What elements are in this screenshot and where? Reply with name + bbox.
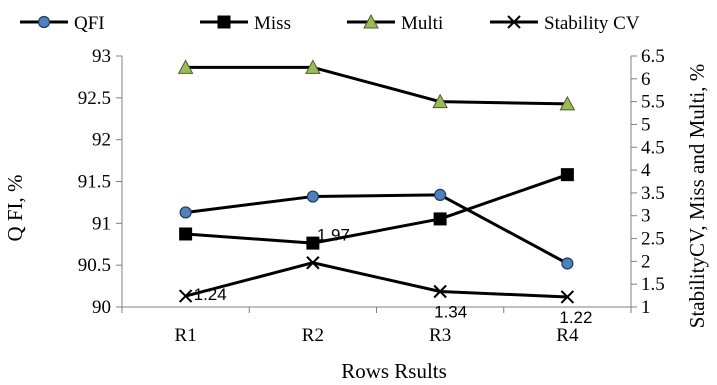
legend-marker-qfi — [37, 15, 51, 29]
legend-label-miss: Miss — [254, 13, 291, 34]
right-tick-label: 5 — [641, 114, 651, 135]
data-point-miss — [306, 236, 320, 250]
series-line-multi — [185, 65, 568, 106]
data-label-stability-cv: 1.97 — [317, 226, 350, 245]
data-point-stability-cv-stroke — [433, 284, 447, 299]
left-tick-label: 92.5 — [78, 88, 111, 109]
data-point-multi — [432, 93, 448, 109]
right-tick-label: 5.5 — [641, 92, 665, 113]
data-point-stability-cv-stroke — [178, 289, 193, 303]
series-miss — [179, 168, 574, 250]
data-point-qfi — [306, 190, 319, 203]
legend-item-stability-cv: Stability CV — [490, 13, 640, 34]
x-axis-title: Rows Rsults — [341, 359, 447, 383]
series-layer: 1.24 1.97 1.34 1.22 — [177, 59, 592, 327]
data-point-stability-cv — [306, 256, 320, 270]
right-tick-label: 4 — [641, 160, 651, 181]
data-point-stability-cv — [433, 284, 447, 299]
x-tick-label: R3 — [429, 325, 451, 346]
x-tick-label: R1 — [175, 325, 197, 346]
data-point-multi — [559, 95, 576, 111]
legend-label-multi: Multi — [401, 13, 443, 34]
legend-marker-multi — [363, 13, 379, 29]
data-point-qfi — [434, 188, 447, 201]
legend-marker-stability-cv-stroke — [507, 15, 521, 29]
data-point-qfi — [179, 206, 192, 219]
series-stability-cv: 1.24 1.97 1.34 1.22 — [178, 226, 592, 327]
right-tick-label: 1.5 — [641, 274, 665, 295]
left-axis-ticks: 90 90.5 91 91.5 92 92.5 93 — [78, 46, 122, 318]
right-tick-label: 2.5 — [641, 229, 665, 250]
right-axis-title: StabilityCV, Miss and Multi, % — [685, 64, 709, 328]
left-tick-label: 92 — [92, 130, 111, 151]
data-point-stability-cv-stroke — [560, 290, 575, 304]
right-tick-label: 3.5 — [641, 183, 665, 204]
axes — [121, 56, 632, 308]
legend-item-qfi: QFI — [20, 13, 105, 34]
data-point-miss — [433, 212, 447, 226]
left-tick-label: 90 — [92, 297, 111, 318]
legend-marker-miss — [217, 15, 231, 29]
series-line-miss — [185, 173, 568, 245]
legend-marker-stability-cv — [507, 15, 521, 29]
legend-label-qfi: QFI — [74, 13, 105, 34]
left-axis-title: Q FI, % — [3, 174, 27, 241]
data-label-stability-cv: 1.22 — [559, 308, 592, 327]
series-multi — [177, 59, 576, 111]
x-axis-ticks: R1 R2 R3 R4 — [121, 307, 632, 346]
series-line-qfi — [185, 193, 569, 265]
data-point-miss — [560, 168, 574, 182]
data-point-miss — [179, 227, 193, 241]
left-tick-label: 90.5 — [78, 255, 111, 276]
right-axis-ticks: 11.522.533.544.555.566.5 — [631, 46, 665, 318]
data-point-multi — [305, 59, 321, 74]
left-tick-label: 91 — [92, 213, 111, 234]
data-point-stability-cv — [178, 289, 193, 303]
left-tick-label: 93 — [92, 46, 111, 67]
right-tick-label: 3 — [641, 206, 651, 227]
right-tick-label: 2 — [641, 251, 651, 272]
data-label-stability-cv: 1.34 — [434, 302, 467, 321]
data-point-stability-cv-stroke — [306, 256, 320, 270]
left-tick-label: 91.5 — [78, 172, 111, 193]
right-tick-label: 6.5 — [641, 46, 665, 67]
legend-item-miss: Miss — [200, 13, 291, 34]
data-label-stability-cv: 1.24 — [194, 285, 227, 304]
right-tick-label: 4.5 — [641, 137, 665, 158]
legend-item-multi: Multi — [347, 13, 443, 34]
right-tick-label: 1 — [641, 297, 651, 318]
series-line-stability-cv — [185, 261, 568, 299]
data-point-qfi — [561, 257, 574, 270]
right-tick-label: 6 — [641, 69, 651, 90]
data-point-stability-cv — [560, 290, 575, 304]
series-qfi — [179, 188, 574, 270]
x-tick-label: R4 — [556, 325, 579, 346]
legend: QFI Miss Multi Stability CV — [20, 13, 640, 34]
x-tick-label: R2 — [302, 325, 324, 346]
legend-label-stability-cv: Stability CV — [544, 13, 640, 34]
data-point-multi — [177, 59, 194, 74]
